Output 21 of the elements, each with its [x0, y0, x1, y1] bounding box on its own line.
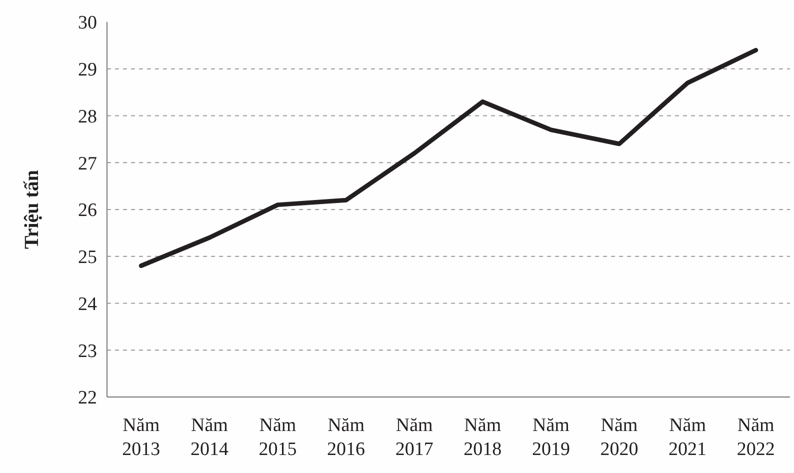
x-tick-label: Năm 2017: [395, 415, 434, 460]
y-tick-label: 29: [78, 60, 97, 81]
y-tick-label: 28: [78, 106, 97, 128]
y-axis-title: Triệu tấn: [21, 170, 43, 250]
y-tick-label: 22: [78, 388, 97, 409]
x-tick-label: Năm 2018: [464, 415, 502, 460]
x-tick-label: Năm 2014: [190, 415, 229, 460]
y-tick-label: 30: [78, 12, 97, 34]
y-tick-label: 27: [78, 153, 97, 174]
x-tick-label: Năm 2022: [736, 415, 775, 460]
x-tick-label: Năm 2019: [532, 415, 570, 460]
x-tick-label: Năm 2015: [258, 415, 297, 460]
y-tick-label: 25: [78, 247, 97, 268]
y-tick-label: 24: [78, 294, 98, 315]
y-tick-label: 26: [78, 200, 97, 222]
x-tick-label: Năm 2020: [600, 415, 638, 460]
x-tick-label: Năm 2013: [122, 415, 160, 460]
line-series: [138, 48, 758, 268]
x-tick-label: Năm 2016: [327, 415, 366, 460]
y-tick-label: 23: [78, 340, 97, 362]
x-tick-label: Năm 2021: [668, 415, 707, 460]
